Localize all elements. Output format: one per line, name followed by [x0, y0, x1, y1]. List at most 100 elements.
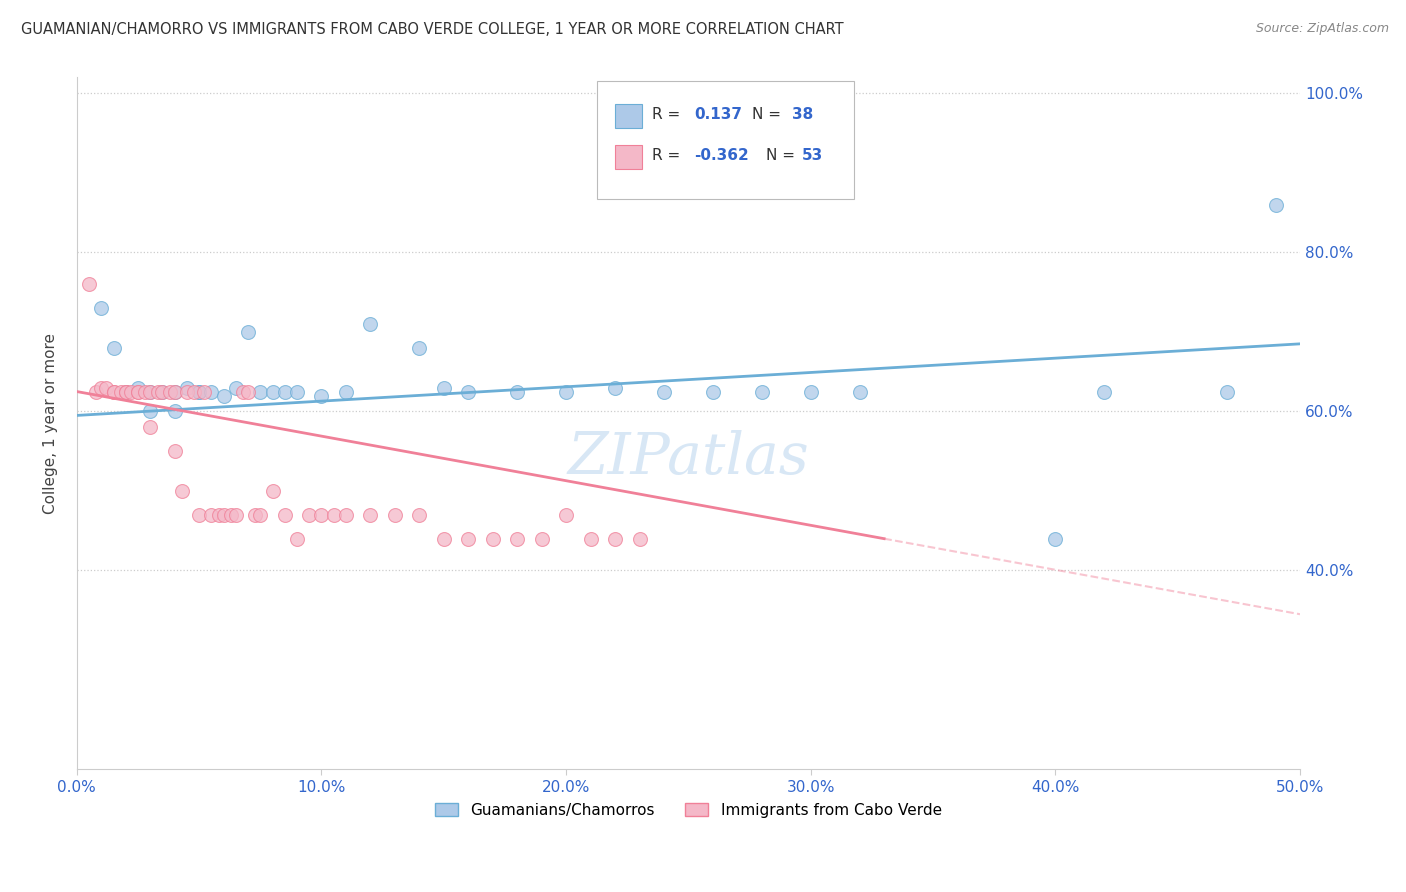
Point	[139, 404, 162, 418]
Point	[193, 384, 215, 399]
Point	[90, 301, 112, 315]
Point	[262, 483, 284, 498]
Point	[530, 532, 553, 546]
Text: N =: N =	[765, 148, 794, 163]
Text: Source: ZipAtlas.com: Source: ZipAtlas.com	[1256, 22, 1389, 36]
Point	[152, 384, 174, 399]
Point	[208, 508, 231, 522]
Point	[359, 317, 381, 331]
Point	[127, 381, 149, 395]
Point	[170, 483, 193, 498]
Point	[506, 532, 529, 546]
Point	[159, 384, 181, 399]
Point	[506, 384, 529, 399]
Point	[163, 404, 186, 418]
Point	[751, 384, 773, 399]
Point	[274, 384, 297, 399]
Point	[139, 384, 162, 399]
Point	[848, 384, 870, 399]
Point	[232, 384, 254, 399]
Text: 53: 53	[803, 148, 824, 163]
Text: 38: 38	[793, 107, 814, 121]
Text: ZIPatlas: ZIPatlas	[568, 430, 810, 486]
Point	[96, 381, 118, 395]
Point	[245, 508, 267, 522]
Point	[285, 384, 308, 399]
Point	[90, 381, 112, 395]
Point	[408, 341, 430, 355]
Point	[163, 384, 186, 399]
Point	[86, 384, 108, 399]
Point	[628, 532, 651, 546]
Point	[114, 384, 136, 399]
Point	[188, 508, 211, 522]
Point	[322, 508, 344, 522]
Text: R =: R =	[652, 107, 681, 121]
Point	[219, 508, 242, 522]
Point	[139, 384, 162, 399]
Text: R =: R =	[652, 148, 681, 163]
Point	[163, 384, 186, 399]
Point	[298, 508, 321, 522]
Text: GUAMANIAN/CHAMORRO VS IMMIGRANTS FROM CABO VERDE COLLEGE, 1 YEAR OR MORE CORRELA: GUAMANIAN/CHAMORRO VS IMMIGRANTS FROM CA…	[21, 22, 844, 37]
Point	[384, 508, 406, 522]
Point	[127, 384, 149, 399]
Point	[163, 444, 186, 458]
Point	[176, 384, 198, 399]
Point	[114, 384, 136, 399]
Point	[555, 384, 578, 399]
Point	[110, 384, 132, 399]
Point	[152, 384, 174, 399]
Point	[127, 384, 149, 399]
Point	[103, 341, 125, 355]
Point	[603, 532, 626, 546]
Point	[139, 420, 162, 434]
Point	[134, 384, 156, 399]
FancyBboxPatch shape	[614, 145, 643, 169]
Point	[249, 508, 271, 522]
Point	[188, 384, 211, 399]
Text: 0.137: 0.137	[695, 107, 742, 121]
Point	[103, 384, 125, 399]
Legend: Guamanians/Chamorros, Immigrants from Cabo Verde: Guamanians/Chamorros, Immigrants from Ca…	[429, 797, 948, 824]
Point	[200, 384, 222, 399]
Point	[114, 384, 136, 399]
Point	[311, 508, 333, 522]
Point	[652, 384, 675, 399]
Point	[335, 384, 357, 399]
Point	[800, 384, 823, 399]
Point	[457, 532, 479, 546]
Point	[603, 381, 626, 395]
Point	[1092, 384, 1115, 399]
Point	[262, 384, 284, 399]
FancyBboxPatch shape	[614, 103, 643, 128]
Point	[236, 325, 259, 339]
Point	[212, 388, 235, 402]
Point	[176, 381, 198, 395]
Point	[1264, 197, 1286, 211]
Point	[1045, 532, 1067, 546]
Text: -0.362: -0.362	[695, 148, 749, 163]
Point	[225, 381, 247, 395]
Point	[481, 532, 503, 546]
Point	[335, 508, 357, 522]
Point	[311, 388, 333, 402]
Point	[702, 384, 724, 399]
Point	[579, 532, 602, 546]
Point	[249, 384, 271, 399]
Point	[433, 532, 456, 546]
Point	[274, 508, 297, 522]
Point	[1215, 384, 1237, 399]
Point	[120, 384, 142, 399]
Point	[457, 384, 479, 399]
Point	[225, 508, 247, 522]
Point	[146, 384, 169, 399]
Point	[236, 384, 259, 399]
Point	[200, 508, 222, 522]
Point	[212, 508, 235, 522]
Point	[183, 384, 205, 399]
FancyBboxPatch shape	[596, 81, 853, 199]
Point	[408, 508, 430, 522]
Point	[77, 277, 100, 292]
Text: N =: N =	[752, 107, 782, 121]
